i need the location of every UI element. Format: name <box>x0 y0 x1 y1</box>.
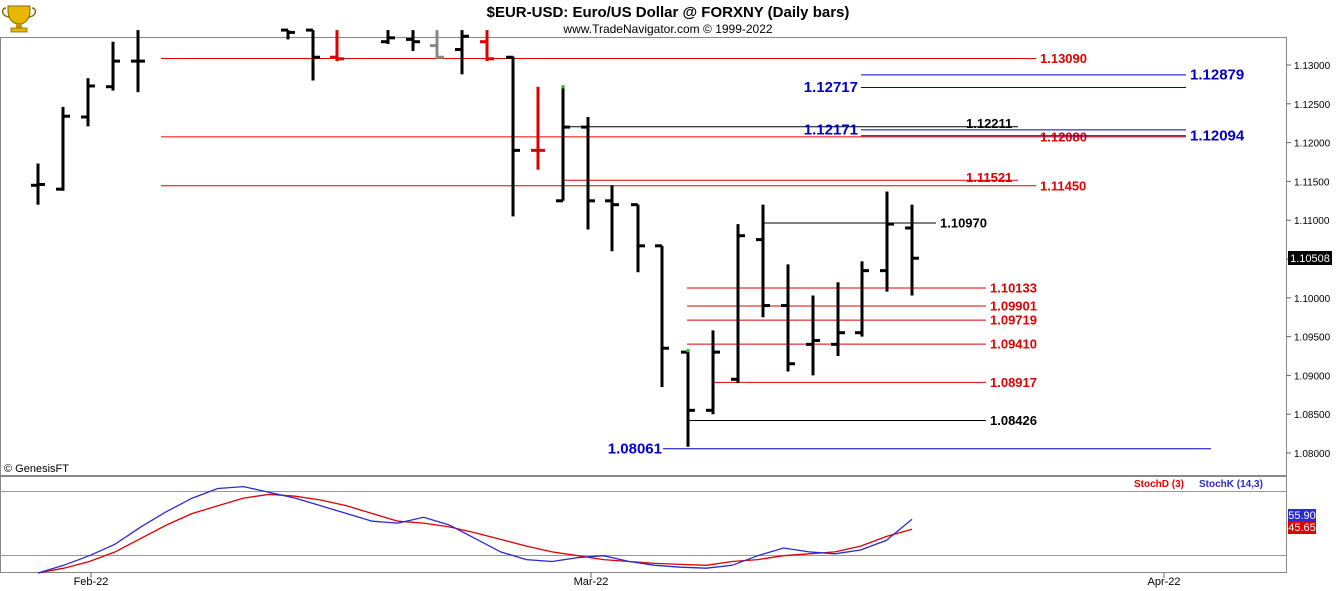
stoch-d-tag-box <box>1288 521 1316 534</box>
price-tag: 1.10508 <box>1290 253 1330 265</box>
ohlc-bar <box>506 55 520 217</box>
level-label: 1.12879 <box>1190 66 1244 83</box>
ohlc-bar <box>605 185 619 252</box>
ohlc-bar <box>106 41 120 91</box>
level-label: 1.12094 <box>1190 127 1245 144</box>
y-tick-label: 1.12500 <box>1294 100 1331 111</box>
level-label: 1.11521 <box>966 170 1012 185</box>
price-bars <box>31 28 919 447</box>
stoch-d-legend: StochD (3) <box>1134 479 1184 490</box>
ohlc-bar <box>731 224 745 384</box>
y-tick-label: 1.08000 <box>1294 449 1331 460</box>
x-label-apr: Apr-22 <box>1147 576 1180 588</box>
ohlc-bar <box>706 330 720 415</box>
level-label: 1.09901 <box>990 298 1037 313</box>
level-label: 1.09719 <box>990 313 1037 328</box>
y-tick-label: 1.13000 <box>1294 61 1331 72</box>
ohlc-bar <box>81 78 95 127</box>
level-label: 1.08426 <box>990 413 1037 428</box>
ohlc-bar <box>756 204 770 318</box>
ohlc-bar <box>905 204 919 296</box>
trophy-cup-icon <box>1 5 37 33</box>
x-label-mar: Mar-22 <box>574 576 609 588</box>
ohlc-bar <box>681 350 695 447</box>
ohlc-bar <box>281 28 295 40</box>
stoch-k-tag: 55.90 <box>1288 510 1316 522</box>
pivot-marker <box>686 348 690 353</box>
watermark: © GenesisFT <box>4 463 69 475</box>
y-tick-label: 1.08500 <box>1294 410 1331 421</box>
y-tick-label: 1.12000 <box>1294 139 1331 150</box>
stoch-k-legend: StochK (14,3) <box>1199 479 1263 490</box>
pivot-marker <box>561 84 565 89</box>
price-tag-box <box>1288 251 1332 265</box>
support-resistance-levels: 1.13090 1.12879 1.12717 1.12211 1.12171 1.120… <box>161 51 1245 457</box>
ohlc-bar <box>880 191 894 292</box>
level-label: 1.12717 <box>804 79 858 96</box>
ohlc-bar <box>406 30 420 52</box>
ohlc-bar <box>556 86 570 203</box>
level-label: 1.10133 <box>990 280 1037 295</box>
x-label-feb: Feb-22 <box>74 576 109 588</box>
ohlc-bar <box>806 295 820 376</box>
y-tick-label: 1.09000 <box>1294 371 1331 382</box>
stoch-d-tag: 45.65 <box>1288 522 1316 534</box>
y-tick-label: 1.11000 <box>1294 216 1330 227</box>
level-label: 1.12211 <box>966 116 1012 131</box>
ohlc-bar <box>455 30 469 75</box>
stoch-k-line <box>37 485 913 574</box>
stoch-panel-frame <box>0 476 1287 573</box>
ohlc-bar <box>855 261 869 337</box>
y-tick-label: 1.10000 <box>1294 294 1331 305</box>
price-panel-frame <box>0 37 1287 476</box>
ohlc-bar <box>480 30 494 62</box>
level-label: 1.10970 <box>940 216 987 231</box>
ohlc-bar <box>581 116 595 230</box>
level-label: 1.12171 <box>804 121 858 138</box>
stoch-k-tag-box <box>1288 509 1316 522</box>
ohlc-bar <box>306 28 320 81</box>
ohlc-bar <box>430 30 444 59</box>
ohlc-bar <box>131 30 145 93</box>
stochastic-lines <box>37 485 913 574</box>
ohlc-bar <box>31 163 45 205</box>
y-tick-label: 1.11500 <box>1294 177 1330 188</box>
ohlc-bar <box>631 203 645 273</box>
level-label: 1.13090 <box>1040 51 1087 66</box>
stoch-d-line <box>37 493 913 574</box>
chart-title: $EUR-USD: Euro/US Dollar @ FORXNY (Daily… <box>487 4 850 21</box>
ohlc-bar <box>330 30 344 62</box>
level-label: 1.11450 <box>1040 178 1086 193</box>
level-label: 1.08917 <box>990 375 1037 390</box>
logo <box>1 5 37 33</box>
x-axis: Feb-22 Mar-22 Apr-22 <box>74 573 1181 588</box>
level-label: 1.08061 <box>608 440 662 457</box>
level-label: 1.09410 <box>990 337 1037 352</box>
ohlc-bar <box>531 86 545 170</box>
ohlc-bar <box>381 30 395 45</box>
chart-subtitle: www.TradeNavigator.com © 1999-2022 <box>562 22 772 36</box>
ohlc-bar <box>781 264 795 372</box>
ohlc-bar <box>655 244 669 388</box>
level-label: 1.12080 <box>1040 129 1087 144</box>
ohlc-bar <box>56 106 70 191</box>
y-tick-label: 1.09500 <box>1294 333 1331 344</box>
ohlc-bar <box>831 282 845 356</box>
